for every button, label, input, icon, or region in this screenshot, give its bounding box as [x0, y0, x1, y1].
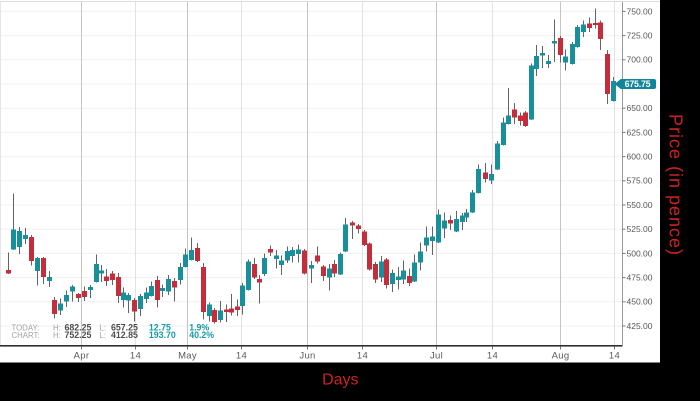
- svg-text:675.75: 675.75: [625, 79, 651, 89]
- svg-text:600.00: 600.00: [627, 152, 653, 162]
- svg-text:14: 14: [357, 351, 368, 362]
- svg-text:1.9%: 1.9%: [189, 322, 209, 332]
- svg-text:14: 14: [236, 351, 247, 362]
- svg-text:May: May: [178, 351, 197, 362]
- svg-text:700.00: 700.00: [627, 55, 653, 65]
- svg-text:Price (in pence): Price (in pence): [666, 114, 686, 256]
- svg-text:650.00: 650.00: [627, 103, 653, 113]
- svg-text:H:: H:: [53, 331, 61, 340]
- svg-text:193.70: 193.70: [149, 330, 176, 340]
- svg-text:725.00: 725.00: [627, 31, 653, 41]
- svg-text:750.00: 750.00: [627, 6, 653, 16]
- svg-text:625.00: 625.00: [627, 127, 653, 137]
- svg-text:475.00: 475.00: [627, 273, 653, 283]
- svg-text:12.75: 12.75: [149, 322, 171, 332]
- svg-text:Jul: Jul: [430, 351, 443, 362]
- svg-text:14: 14: [487, 351, 498, 362]
- svg-text:14: 14: [609, 351, 620, 362]
- svg-text:412.85: 412.85: [111, 330, 138, 340]
- svg-text:550.00: 550.00: [627, 200, 653, 210]
- svg-text:TODAY:: TODAY:: [12, 323, 40, 332]
- svg-text:CHART:: CHART:: [12, 331, 40, 340]
- svg-text:450.00: 450.00: [627, 297, 653, 307]
- svg-text:H:: H:: [53, 323, 61, 332]
- svg-text:14: 14: [130, 351, 141, 362]
- svg-text:752.25: 752.25: [65, 330, 92, 340]
- svg-text:Aug: Aug: [552, 351, 570, 362]
- svg-text:40.2%: 40.2%: [189, 330, 214, 340]
- svg-text:500.00: 500.00: [627, 248, 653, 258]
- svg-text:L:: L:: [100, 331, 107, 340]
- svg-text:682.25: 682.25: [65, 322, 92, 332]
- svg-text:Days: Days: [322, 372, 358, 389]
- svg-text:525.00: 525.00: [627, 224, 653, 234]
- svg-text:Jun: Jun: [299, 351, 315, 362]
- svg-text:425.00: 425.00: [627, 321, 653, 331]
- svg-text:657.25: 657.25: [111, 322, 138, 332]
- svg-text:575.00: 575.00: [627, 176, 653, 186]
- svg-text:L:: L:: [100, 323, 107, 332]
- svg-text:Apr: Apr: [74, 351, 90, 362]
